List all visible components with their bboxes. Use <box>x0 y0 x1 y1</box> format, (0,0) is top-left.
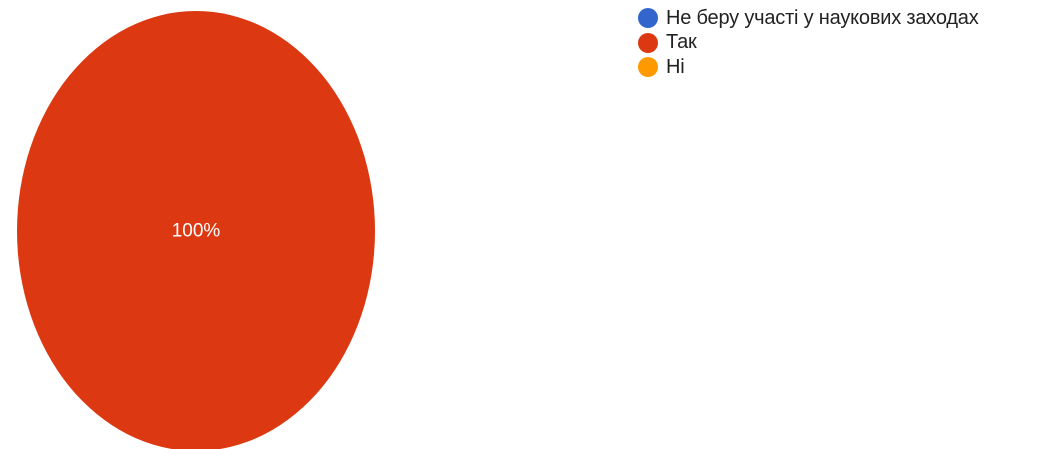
pie-slice-2 <box>17 11 375 449</box>
legend-item: Ні <box>638 55 979 79</box>
slice-labels: 100% <box>172 221 221 242</box>
legend-swatch <box>638 57 658 77</box>
chart-legend: Не беру участі у наукових заходах Так Ні <box>638 6 979 80</box>
legend-label: Так <box>666 31 697 53</box>
legend-item: Так <box>638 31 979 55</box>
legend-swatch <box>638 8 658 28</box>
pie-slices <box>17 11 375 449</box>
legend-label: Ні <box>666 55 685 78</box>
legend-label: Не беру участі у наукових заходах <box>666 6 979 29</box>
slice-value-label: 100% <box>172 221 221 242</box>
legend-item: Не беру участі у наукових заходах <box>638 6 979 30</box>
legend-swatch <box>638 32 658 53</box>
